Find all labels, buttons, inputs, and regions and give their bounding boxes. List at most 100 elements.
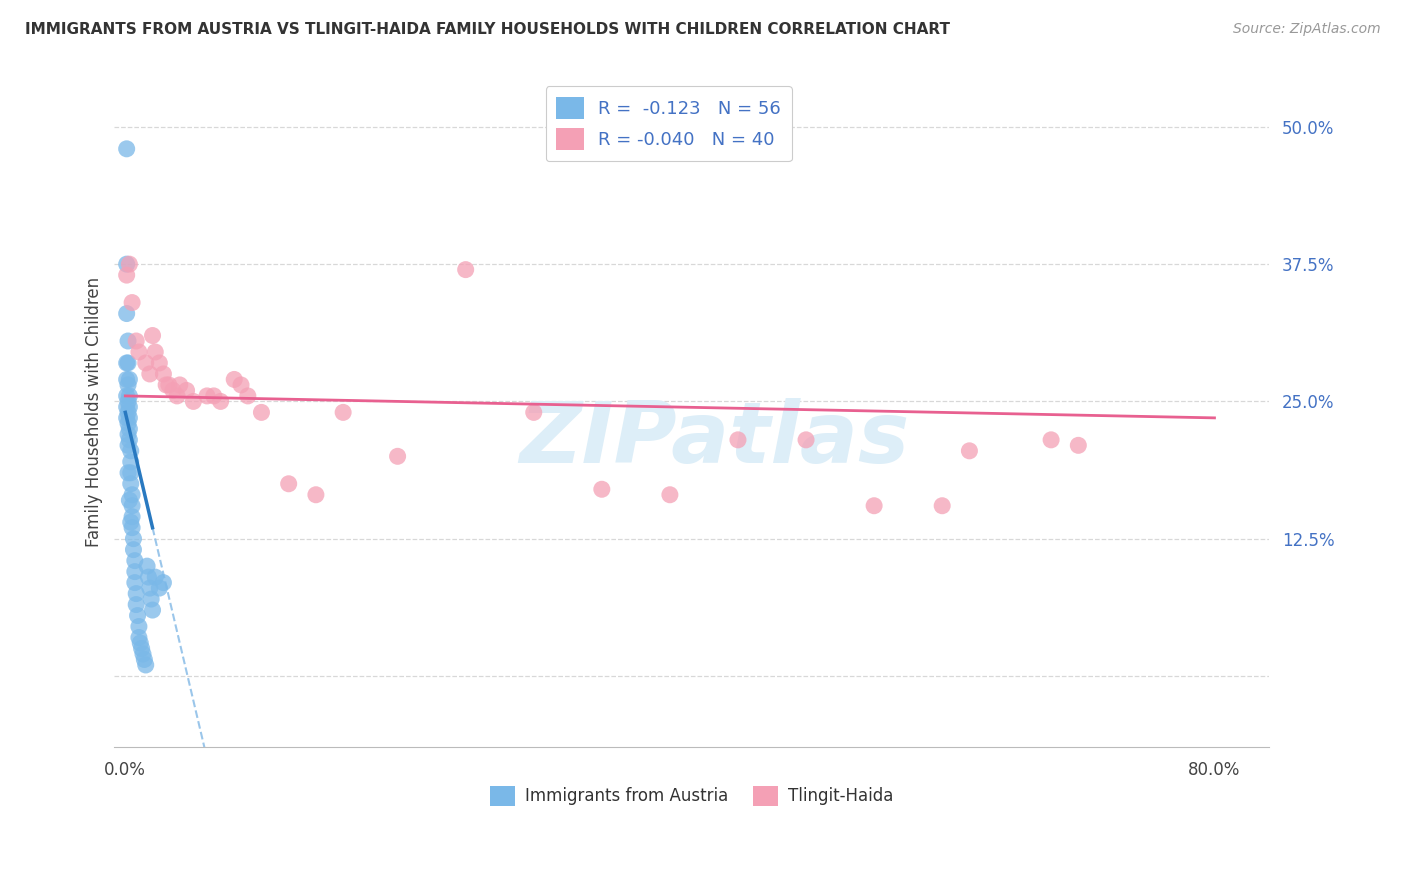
Point xyxy=(124,575,146,590)
Point xyxy=(863,499,886,513)
Point xyxy=(117,334,139,348)
Point xyxy=(305,488,328,502)
Point xyxy=(141,328,163,343)
Text: IMMIGRANTS FROM AUSTRIA VS TLINGIT-HAIDA FAMILY HOUSEHOLDS WITH CHILDREN CORRELA: IMMIGRANTS FROM AUSTRIA VS TLINGIT-HAIDA… xyxy=(25,22,950,37)
Point xyxy=(117,356,139,370)
Point xyxy=(115,372,138,386)
Point xyxy=(118,400,141,414)
Point xyxy=(118,422,141,436)
Point xyxy=(124,565,146,579)
Point xyxy=(727,433,749,447)
Point xyxy=(166,389,188,403)
Y-axis label: Family Households with Children: Family Households with Children xyxy=(86,277,103,548)
Point xyxy=(121,521,143,535)
Point xyxy=(117,427,139,442)
Point xyxy=(117,417,139,431)
Point xyxy=(120,455,142,469)
Point xyxy=(115,400,138,414)
Point xyxy=(134,652,156,666)
Point xyxy=(118,410,141,425)
Point xyxy=(121,295,143,310)
Point xyxy=(658,488,681,502)
Point xyxy=(157,378,180,392)
Point xyxy=(122,532,145,546)
Point xyxy=(120,466,142,480)
Point xyxy=(162,384,184,398)
Point xyxy=(139,581,162,595)
Point xyxy=(135,356,157,370)
Point xyxy=(117,378,139,392)
Point xyxy=(125,586,148,600)
Point xyxy=(118,493,141,508)
Point xyxy=(115,268,138,282)
Point xyxy=(121,509,143,524)
Point xyxy=(128,619,150,633)
Point xyxy=(229,378,252,392)
Point xyxy=(224,372,246,386)
Point xyxy=(141,603,163,617)
Point xyxy=(931,499,953,513)
Point xyxy=(152,575,174,590)
Point xyxy=(120,443,142,458)
Point xyxy=(209,394,232,409)
Point xyxy=(143,570,166,584)
Point xyxy=(277,476,299,491)
Point xyxy=(115,389,138,403)
Point xyxy=(128,631,150,645)
Point xyxy=(202,389,225,403)
Text: ZIPatlas: ZIPatlas xyxy=(520,398,910,481)
Point xyxy=(138,570,160,584)
Legend: Immigrants from Austria, Tlingit-Haida: Immigrants from Austria, Tlingit-Haida xyxy=(484,779,900,813)
Point xyxy=(115,257,138,271)
Point xyxy=(148,581,170,595)
Point xyxy=(132,647,155,661)
Point xyxy=(387,450,409,464)
Point xyxy=(115,410,138,425)
Point xyxy=(1067,438,1090,452)
Point xyxy=(129,636,152,650)
Point xyxy=(120,515,142,529)
Point xyxy=(135,657,157,672)
Point xyxy=(250,405,273,419)
Point xyxy=(332,405,354,419)
Point xyxy=(591,483,613,497)
Point xyxy=(957,443,980,458)
Point xyxy=(120,476,142,491)
Point xyxy=(117,405,139,419)
Point xyxy=(115,356,138,370)
Point xyxy=(139,367,162,381)
Text: Source: ZipAtlas.com: Source: ZipAtlas.com xyxy=(1233,22,1381,37)
Point xyxy=(118,257,141,271)
Point xyxy=(169,378,191,392)
Point xyxy=(794,433,817,447)
Point xyxy=(141,592,163,607)
Point xyxy=(121,488,143,502)
Point xyxy=(118,433,141,447)
Point xyxy=(136,559,159,574)
Point xyxy=(195,389,218,403)
Point xyxy=(176,384,198,398)
Point xyxy=(117,394,139,409)
Point xyxy=(125,598,148,612)
Point xyxy=(236,389,259,403)
Point xyxy=(122,542,145,557)
Point xyxy=(523,405,546,419)
Point xyxy=(124,554,146,568)
Point xyxy=(1040,433,1063,447)
Point xyxy=(118,389,141,403)
Point xyxy=(148,356,170,370)
Point xyxy=(115,142,138,156)
Point xyxy=(131,641,153,656)
Point xyxy=(183,394,205,409)
Point xyxy=(125,334,148,348)
Point xyxy=(155,378,177,392)
Point xyxy=(117,466,139,480)
Point xyxy=(127,608,149,623)
Point xyxy=(121,499,143,513)
Point xyxy=(117,438,139,452)
Point xyxy=(115,307,138,321)
Point xyxy=(143,345,166,359)
Point xyxy=(118,372,141,386)
Point xyxy=(454,262,477,277)
Point xyxy=(152,367,174,381)
